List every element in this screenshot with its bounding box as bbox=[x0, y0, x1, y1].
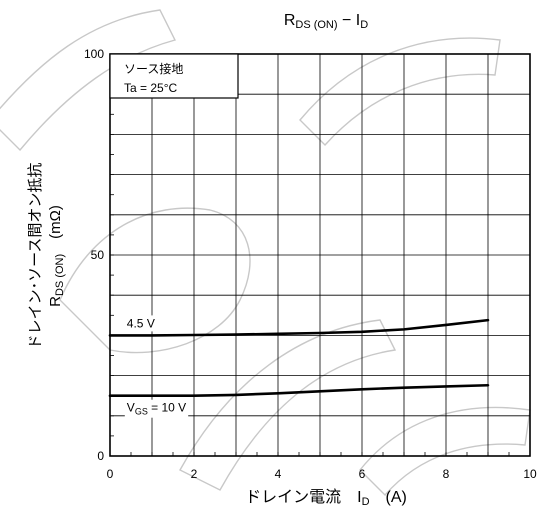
x-tick-label: 0 bbox=[107, 467, 114, 481]
y-tick-labels: 0 50 100 bbox=[84, 47, 104, 463]
series-line-2 bbox=[108, 383, 490, 398]
x-tick-label: 4 bbox=[275, 467, 282, 481]
series-group: 4.5 V VGS = 10 V bbox=[108, 315, 490, 418]
condition-box-line1: ソース接地 bbox=[124, 61, 183, 76]
y-axis-label-line1: ドレイン･ソース間オン抵抗 bbox=[27, 163, 44, 350]
x-axis-label: ドレイン電流 ID (A) bbox=[245, 488, 407, 508]
condition-box-frame bbox=[109, 53, 239, 99]
y-axis-label: ドレイン･ソース間オン抵抗 RDS (ON) (mΩ) bbox=[27, 163, 66, 350]
condition-box-line2: Ta = 25°C bbox=[124, 81, 177, 95]
watermark bbox=[0, 9, 531, 497]
y-axis-label-line2: RDS (ON) (mΩ) bbox=[47, 205, 66, 307]
series-label-1: 4.5 V bbox=[127, 316, 155, 330]
y-tick-label: 100 bbox=[84, 47, 104, 61]
series-label-2: VGS = 10 V bbox=[127, 401, 186, 417]
y-tick-label: 50 bbox=[91, 248, 105, 262]
series-label-bg bbox=[124, 399, 189, 418]
series-label-bg bbox=[124, 315, 157, 332]
chart-title: RDS (ON) − ID bbox=[284, 12, 368, 31]
y-tick-label: 0 bbox=[97, 449, 104, 463]
x-tick-label: 6 bbox=[359, 467, 366, 481]
x-tick-label: 8 bbox=[443, 467, 450, 481]
condition-box: ソース接地 Ta = 25°C bbox=[109, 53, 239, 99]
x-tick-label: 10 bbox=[523, 467, 537, 481]
x-tick-label: 2 bbox=[191, 467, 198, 481]
x-tick-labels: 0 2 4 6 8 10 bbox=[107, 467, 537, 481]
series-line-1 bbox=[108, 318, 490, 337]
